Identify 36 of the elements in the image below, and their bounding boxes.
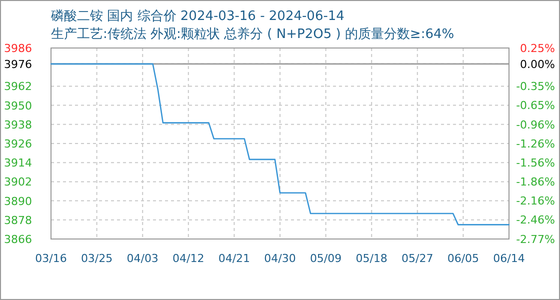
y2-tick-label: -1.56% [516,156,555,170]
y-tick-label: 3866 [4,233,32,246]
y-tick-label: 3950 [4,99,32,112]
y2-tick-label: -2.46% [516,213,555,226]
x-tick-label: 03/16 [35,252,67,265]
y2-tick-label: -1.26% [516,138,555,150]
y-tick-label: 3938 [4,118,32,132]
y2-tick-label: -2.77% [516,233,555,246]
chart-title: 磷酸二铵 国内 综合价 2024-03-16 - 2024-06-14 [50,9,344,24]
y2-tick-label: 0.25% [520,42,555,55]
y-tick-label: 3926 [4,138,32,150]
x-tick-label: 04/30 [264,252,296,265]
y2-tick-label: -1.86% [516,175,555,188]
y-tick-label: 3962 [4,80,32,94]
y-tick-label: 3976 [4,58,32,71]
y2-tick-label: -2.16% [516,194,555,208]
y2-tick-label: 0.00% [520,58,555,71]
line-series [50,63,510,226]
x-tick-label: 06/05 [447,252,480,265]
x-tick-label: 05/09 [310,252,342,265]
y2-tick-label: -0.65% [516,98,555,112]
x-tick-label: 04/12 [172,252,204,265]
y2-tick-label: -0.35% [516,80,555,93]
x-tick-label: 04/21 [218,252,250,265]
x-tick-label: 04/03 [126,252,158,265]
y-tick-label: 3986 [4,42,32,55]
x-tick-label: 05/18 [356,252,388,265]
y-tick-label: 3890 [4,194,32,208]
y2-tick-label: -0.96% [516,118,555,132]
x-tick-label: 05/27 [402,252,434,265]
y-tick-label: 3902 [4,176,32,189]
y-tick-label: 3878 [4,214,32,227]
y-tick-label: 3914 [4,156,32,170]
x-tick-label: 06/14 [493,252,525,265]
x-tick-label: 03/25 [80,252,113,265]
chart-subtitle: 生产工艺:传统法 外观:颗粒状 总养分 ( N+P2O5 ) 的质量分数≥:64% [51,26,454,42]
